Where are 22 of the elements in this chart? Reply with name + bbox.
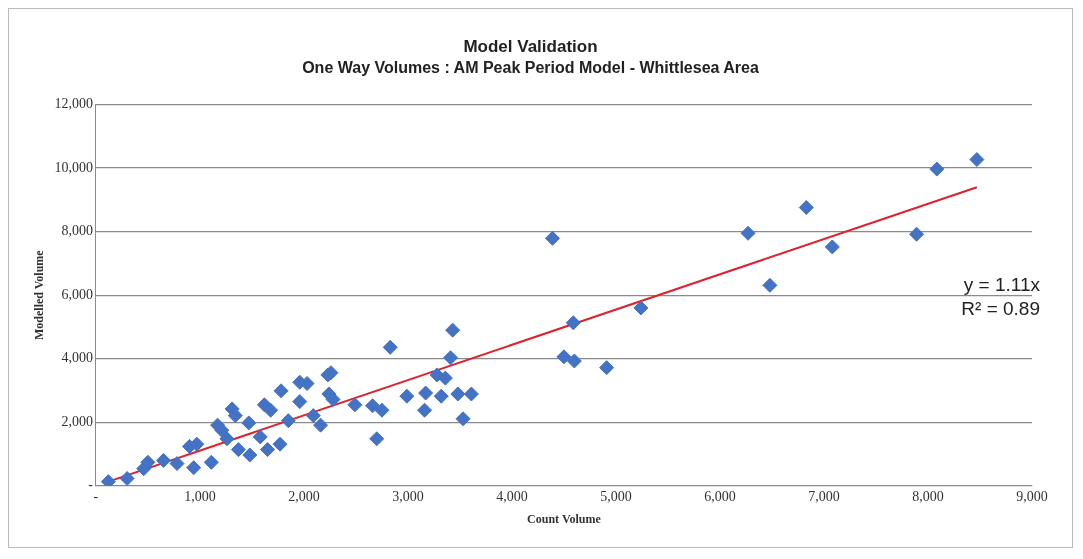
- x-tick-label: 6,000: [704, 488, 736, 504]
- x-tick-label: 9,000: [1016, 488, 1048, 504]
- annotation: R² = 0.89: [961, 297, 1040, 319]
- y-tick-label: 6,000: [61, 286, 93, 302]
- y-tick-label: 10,000: [54, 159, 93, 175]
- x-tick-label: 2,000: [288, 488, 320, 504]
- y-tick-label: 4,000: [61, 350, 93, 366]
- y-tick-label: 8,000: [61, 223, 93, 239]
- annotation: y = 1.11x: [963, 273, 1041, 295]
- y-tick-label: -: [88, 477, 94, 493]
- x-tick-label: 4,000: [496, 488, 528, 504]
- y-tick-label: 2,000: [61, 413, 93, 429]
- x-tick-label: 5,000: [600, 488, 632, 504]
- chart-subtitle: One Way Volumes : AM Peak Period Model - Whittlesea Area: [302, 59, 759, 77]
- x-tick-label: 8,000: [912, 488, 944, 504]
- x-tick-label: 7,000: [808, 488, 840, 504]
- x-axis-title: Count Volume: [527, 511, 602, 526]
- y-axis-title: Modelled Volume: [32, 249, 47, 341]
- y-tick-label: 12,000: [54, 96, 93, 112]
- x-tick-label: 1,000: [184, 488, 216, 504]
- chart-title: Model Validation: [463, 36, 598, 56]
- x-tick-label: 3,000: [392, 488, 424, 504]
